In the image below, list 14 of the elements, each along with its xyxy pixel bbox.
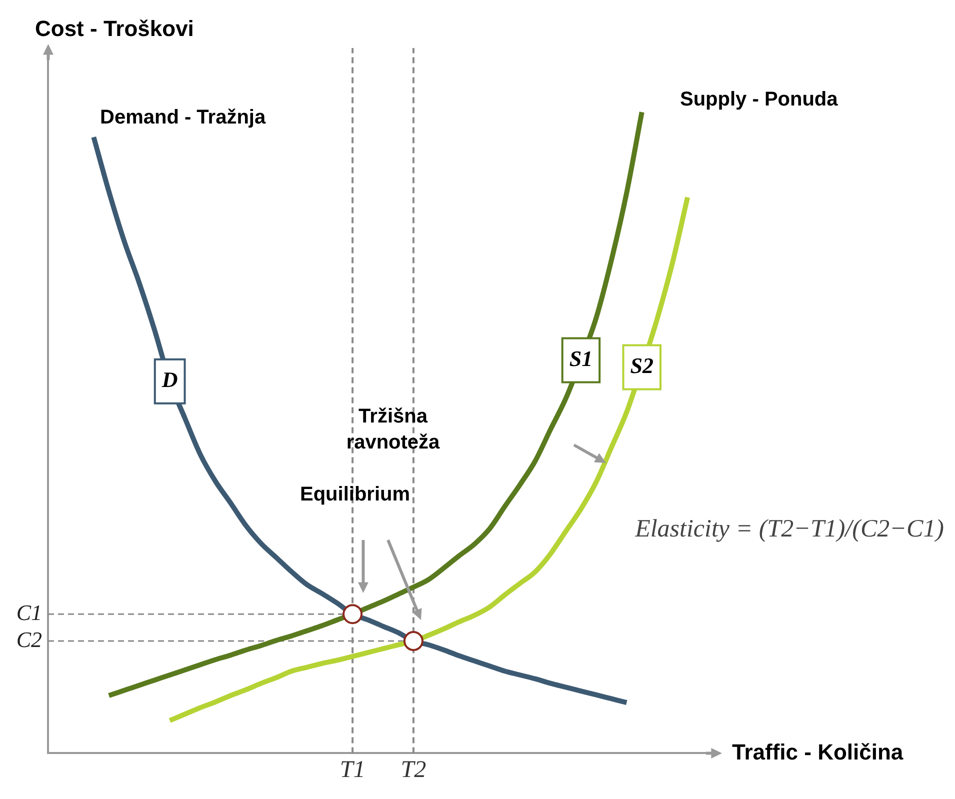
annotation: Elasticity = (T2−T1)/(C2−C1) xyxy=(634,516,944,543)
ref-line-label: C1 xyxy=(16,600,42,625)
series-label: S1 xyxy=(569,346,593,371)
x-tick-label: T1 xyxy=(340,756,366,783)
annotation: Equilibrium xyxy=(300,484,410,506)
text: Cost - Troškovi xyxy=(35,16,194,42)
x-tick-label: T2 xyxy=(400,756,426,783)
text: Supply - Ponuda xyxy=(680,88,839,111)
x-axis-title: Traffic - Količina xyxy=(732,739,904,764)
annotation: Tržišna ravnoteža xyxy=(346,406,441,454)
series-label: S2 xyxy=(630,352,654,378)
annotation: Demand - Tražnja xyxy=(100,106,266,129)
ref-line-label: C2 xyxy=(16,626,42,652)
series-label: D xyxy=(160,367,178,392)
